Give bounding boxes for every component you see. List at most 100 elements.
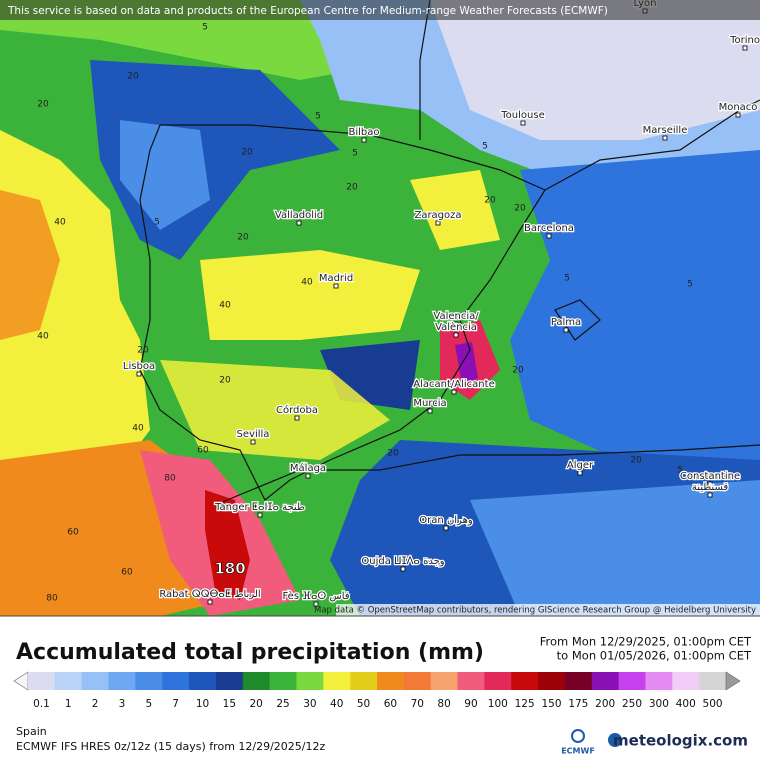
period-to: to Mon 01/05/2026, 01:00pm CET xyxy=(557,649,752,663)
map: 5 20 20 20 40 5 5 20 20 40 40 40 20 20 5 5 20 40 60 60 60 80 8… xyxy=(0,0,760,616)
city-marker xyxy=(577,470,583,476)
scale-swatch xyxy=(162,672,190,690)
city-marker xyxy=(742,45,748,51)
scale-swatch xyxy=(430,672,459,690)
contour-label: 20 xyxy=(219,376,231,386)
contour-label: 20 xyxy=(346,183,358,193)
city-marker xyxy=(707,492,713,498)
scale-swatch xyxy=(350,672,378,690)
city-label: قسنطينة xyxy=(692,482,729,493)
city-marker xyxy=(453,332,459,338)
city-marker xyxy=(361,137,367,143)
field xyxy=(510,150,760,470)
attribution-bar xyxy=(336,604,760,616)
contour-label: 80 xyxy=(46,594,58,604)
scale-swatch xyxy=(672,672,700,690)
contour-label: 5 xyxy=(687,280,693,290)
city-label: Palma xyxy=(551,317,581,328)
field xyxy=(470,480,760,616)
scale-swatch xyxy=(296,672,324,690)
city-marker xyxy=(520,120,526,126)
contour-label: 5 xyxy=(202,23,208,33)
brand-icon xyxy=(608,733,622,747)
city-marker xyxy=(296,220,302,226)
scale-label: 1 xyxy=(65,698,72,710)
scale-swatch xyxy=(618,672,646,690)
city-marker xyxy=(453,321,459,327)
scale-label: 40 xyxy=(330,698,343,710)
scale-label: 7 xyxy=(172,698,179,710)
city-marker xyxy=(294,415,300,421)
contour-label: 5 xyxy=(482,142,488,152)
city-marker xyxy=(546,233,552,239)
city-label: Alacant/Alicante xyxy=(413,379,494,390)
scale-swatch xyxy=(377,672,405,690)
contour-label: 80 xyxy=(164,474,176,484)
contour-label: 20 xyxy=(137,346,149,356)
scale-swatch xyxy=(699,672,727,690)
scale-swatch xyxy=(323,672,351,690)
contour-label: 40 xyxy=(301,278,313,288)
field xyxy=(410,170,500,250)
model-run: ECMWF IFS HRES 0z/12z (15 days) from 12/… xyxy=(16,740,326,753)
color-scale: 0.1 1 2 3 5 7 10 15 20 25 30 40 50 60 70 80 90 100 125 150 1… xyxy=(13,671,741,710)
scale-swatch xyxy=(28,672,56,690)
contour-label: 20 xyxy=(514,204,526,214)
city-label: Madrid xyxy=(319,273,353,284)
scale-label: 15 xyxy=(223,698,236,710)
ecmwf-logo: ECMWF xyxy=(561,747,595,756)
city-label: Murcia xyxy=(413,398,446,409)
region: Spain xyxy=(16,725,47,738)
scale-swatch xyxy=(54,672,83,690)
scale-label: 60 xyxy=(384,698,397,710)
scale-label: 400 xyxy=(676,698,696,710)
city-label: Fès ⴼⴰⵙ فاس xyxy=(282,590,349,602)
contour-label: 20 xyxy=(512,366,524,376)
city-marker xyxy=(313,601,319,607)
scale-swatch xyxy=(564,672,593,690)
city-label: Torino xyxy=(729,35,760,46)
ecmwf-icon xyxy=(571,729,585,743)
city-label: Monaco xyxy=(719,102,758,113)
scale-swatch xyxy=(269,672,297,690)
scale-label: 50 xyxy=(357,698,370,710)
scale-swatch xyxy=(215,672,244,690)
contour-label: 5 xyxy=(154,218,160,228)
city-label: Tanger ⵟⴰⵏⵊⴰ طنجة xyxy=(214,502,305,513)
scale-swatch xyxy=(538,672,566,690)
coastline xyxy=(139,0,760,506)
field xyxy=(455,342,478,385)
attribution: Map data © OpenStreetMap contributors, r… xyxy=(314,606,756,616)
city-marker xyxy=(435,220,441,226)
city-marker xyxy=(136,371,142,377)
scale-label: 300 xyxy=(649,698,669,710)
city-label: Valladolid xyxy=(275,210,323,221)
contour-label: 5 xyxy=(677,466,683,476)
scale-arrow-left xyxy=(13,671,29,691)
field xyxy=(160,360,390,460)
scale-label: 5 xyxy=(145,698,152,710)
city-marker xyxy=(305,473,311,479)
contour-label: 20 xyxy=(241,148,253,158)
brand: meteologix.com xyxy=(613,732,748,750)
scale-swatch xyxy=(457,672,485,690)
scale-swatch xyxy=(645,672,673,690)
city-label: Córdoba xyxy=(276,404,318,416)
scale-swatch xyxy=(189,672,217,690)
field xyxy=(430,0,760,140)
legend-title: Accumulated total precipitation (mm) xyxy=(16,640,484,665)
city-marker xyxy=(707,481,713,487)
city-marker xyxy=(563,327,569,333)
contour-label: 40 xyxy=(219,301,231,311)
city-label: Málaga xyxy=(290,462,326,474)
contour-label: 20 xyxy=(37,100,49,110)
scale-label: 80 xyxy=(437,698,450,710)
scale-label: 200 xyxy=(595,698,615,710)
city-label: Oujda ⵡⵊⴷⴰ وجدة xyxy=(361,556,444,567)
contour-label: 20 xyxy=(630,456,642,466)
contour-label: 5 xyxy=(352,149,358,159)
city-label: Toulouse xyxy=(500,110,544,121)
scale-label: 10 xyxy=(196,698,209,710)
scale-label: 0.1 xyxy=(33,698,50,710)
scale-swatch xyxy=(108,672,136,690)
